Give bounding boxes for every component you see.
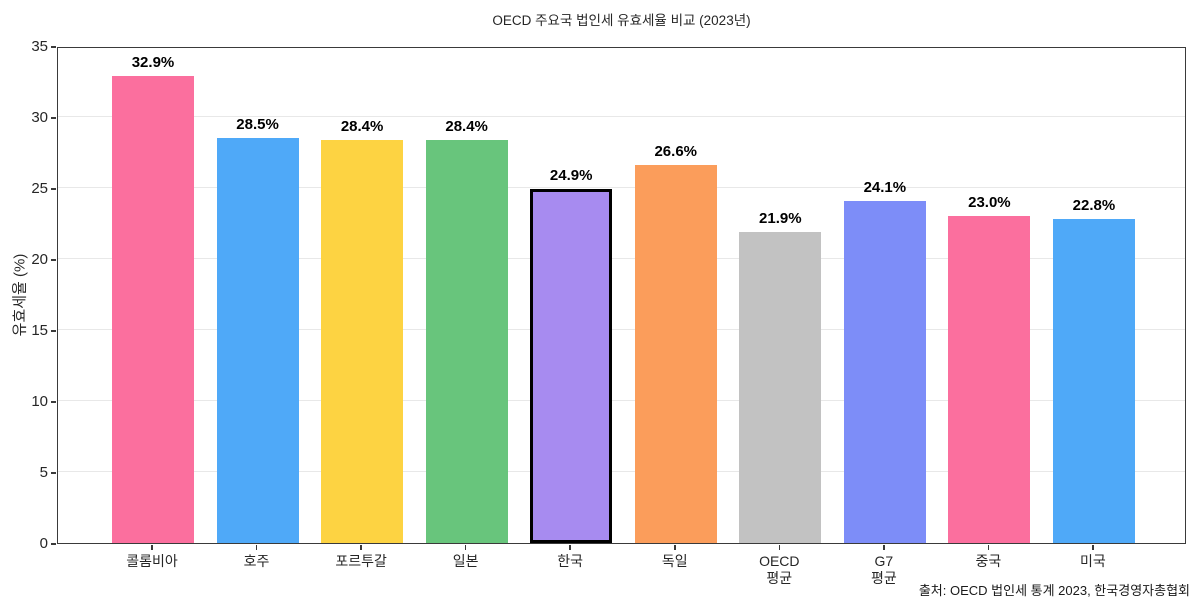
bar-1: [112, 75, 194, 543]
x-tick-label: 중국: [975, 553, 1002, 569]
y-tick-label: 35: [31, 38, 48, 55]
bar-value-label: 24.1%: [863, 178, 907, 196]
x-tick-mark: [1092, 545, 1094, 550]
x-tick-label: OECD 평균: [759, 553, 800, 586]
plot-area: 32.9% 28.5% 28.4% 28.4% 24.9% 26.6% 21.9% 24.1%…: [57, 47, 1186, 544]
y-tick-mark: [51, 46, 56, 48]
gridline: [58, 471, 1185, 472]
y-tick-mark: [51, 259, 56, 261]
gridline: [58, 329, 1185, 330]
x-tick-label: 독일: [661, 553, 688, 569]
x-tick-mark: [674, 545, 676, 550]
y-tick-mark: [51, 401, 56, 403]
bar-9: [948, 216, 1031, 543]
x-tick-label: 미국: [1080, 553, 1106, 569]
source-note: 출처: OECD 법인세 통계 2023, 한국경영자총협회: [918, 583, 1190, 598]
gridline: [58, 400, 1185, 401]
y-tick-mark: [51, 543, 56, 545]
y-tick-mark: [51, 330, 56, 332]
x-tick-mark: [987, 545, 990, 550]
x-tick-label: 일본: [452, 553, 479, 569]
gridline: [58, 258, 1185, 259]
x-tick-mark: [778, 545, 781, 550]
x-tick-mark: [360, 545, 362, 550]
bar-2: [216, 138, 299, 543]
bar-7: [739, 232, 822, 543]
x-tick-mark: [464, 545, 467, 550]
y-tick-label: 0: [39, 535, 48, 552]
x-tick-label: G7 평균: [870, 553, 897, 586]
bar-4: [425, 139, 508, 543]
y-tick-label: 20: [31, 251, 48, 268]
y-tick-label: 15: [31, 322, 48, 339]
gridline: [58, 187, 1185, 188]
y-tick-mark: [51, 472, 56, 474]
x-tick-label: 콜롬비아: [126, 553, 178, 569]
x-tick-mark: [883, 545, 885, 550]
y-tick-label: 25: [31, 180, 48, 197]
x-tick-label: 포르투갈: [335, 553, 387, 569]
y-tick-label: 30: [31, 109, 48, 126]
bar-value-label: 28.4%: [340, 117, 384, 135]
bar-value-label: 24.9%: [549, 167, 593, 185]
y-tick-label: 10: [31, 393, 48, 410]
bar-6: [634, 165, 717, 543]
chart-title: OECD 주요국 법인세 유효세율 비교 (2023년): [492, 13, 751, 28]
y-tick-label: 5: [39, 464, 48, 481]
bar-value-label: 32.9%: [131, 53, 175, 71]
bar-value-label: 22.8%: [1072, 197, 1116, 215]
y-tick-mark: [51, 117, 56, 119]
x-tick-mark: [151, 545, 153, 550]
bar-value-label: 21.9%: [759, 210, 802, 228]
y-tick-mark: [51, 188, 56, 190]
x-tick-label: 한국: [557, 553, 584, 569]
bar-value-label: 28.4%: [445, 117, 488, 135]
bar-value-label: 26.6%: [654, 143, 698, 161]
bar-8: [843, 200, 926, 543]
bar-value-label: 28.5%: [236, 116, 279, 134]
bar-3: [321, 139, 404, 543]
x-tick-mark: [569, 545, 571, 550]
bar-10: [1052, 219, 1135, 543]
bar-5: [530, 189, 613, 543]
x-tick-label: 호주: [243, 553, 270, 569]
gridline: [58, 116, 1185, 117]
bar-value-label: 23.0%: [968, 194, 1011, 212]
x-tick-mark: [255, 545, 258, 550]
